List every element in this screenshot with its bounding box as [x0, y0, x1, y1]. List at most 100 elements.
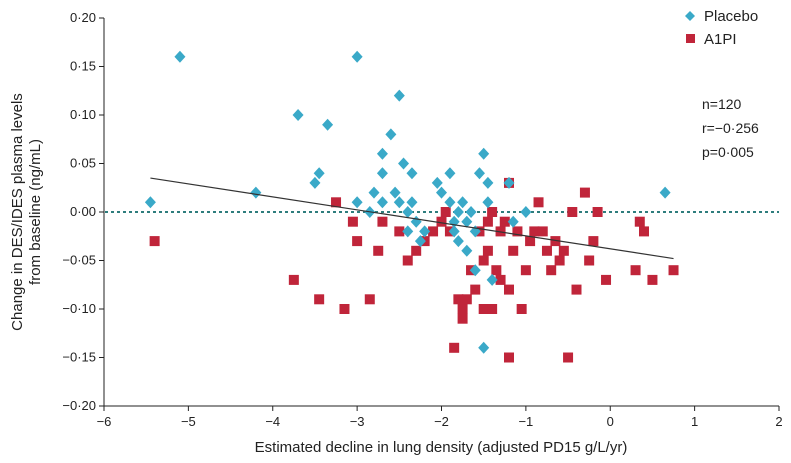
- placebo-point: [659, 186, 671, 199]
- a1pi-point: [491, 265, 502, 276]
- placebo-point: [393, 196, 405, 209]
- a1pi-point: [634, 216, 645, 227]
- legend-placebo-label: Placebo: [704, 8, 758, 25]
- placebo-point: [507, 215, 519, 228]
- x-axis-title: Estimated decline in lung density (adjus…: [255, 439, 628, 456]
- a1pi-point: [487, 207, 498, 217]
- placebo-point: [503, 176, 515, 189]
- stat-p: p=0·005: [702, 144, 754, 160]
- a1pi-point: [495, 274, 506, 285]
- a1pi-point: [364, 294, 375, 305]
- placebo-point: [376, 147, 388, 160]
- a1pi-point: [554, 255, 565, 266]
- axes: 0·20 0·15 0·10 0·05 0·00 −0·05 −0·10 −0·15 −0·20…: [62, 10, 782, 429]
- a1pi-point: [461, 294, 472, 305]
- a1pi-point: [402, 255, 413, 266]
- placebo-point: [406, 167, 418, 180]
- placebo-point: [482, 176, 494, 189]
- a1pi-point: [508, 245, 519, 256]
- a1pi-point: [436, 216, 447, 227]
- placebo-point: [402, 225, 414, 238]
- a1pi-point: [457, 304, 468, 314]
- placebo-point: [444, 167, 456, 180]
- placebo-point: [313, 167, 325, 180]
- y-tick-label: 0·15: [70, 59, 96, 74]
- a1pi-point: [457, 313, 468, 324]
- x-tick-label: −3: [350, 414, 365, 429]
- a1pi-point: [520, 265, 531, 276]
- stat-n: n=120: [702, 96, 742, 112]
- placebo-point: [376, 167, 388, 180]
- x-tick-label: 1: [691, 414, 698, 429]
- a1pi-point: [487, 304, 498, 314]
- x-tick-label: −5: [181, 414, 196, 429]
- y-tick-label: 0·00: [70, 204, 96, 219]
- placebo-point: [448, 225, 460, 238]
- a1pi-point: [482, 245, 493, 256]
- a1pi-point: [411, 245, 422, 256]
- a1pi-point: [453, 294, 464, 305]
- a1pi-point: [314, 294, 325, 305]
- placebo-point: [478, 147, 490, 160]
- placebo-point: [452, 206, 464, 218]
- placebo-point: [309, 176, 321, 189]
- y-axis-title-line1: Change in DES/IDES plasma levels: [9, 93, 26, 331]
- placebo-point: [144, 196, 156, 209]
- x-axis-ticks: −6 −5 −4 −3 −2 −1 0 1 2: [97, 406, 783, 429]
- y-tick-label: 0·05: [70, 156, 96, 171]
- placebo-point: [410, 215, 422, 228]
- a1pi-point: [377, 216, 388, 227]
- a1pi-point: [567, 207, 578, 217]
- a1pi-point: [149, 236, 160, 247]
- y-tick-label: −0·20: [62, 398, 96, 413]
- placebo-point: [398, 157, 410, 170]
- a1pi-point: [550, 236, 561, 247]
- a1pi-point: [601, 274, 612, 285]
- a1pi-point: [288, 274, 299, 285]
- a1pi-point: [592, 207, 603, 217]
- a1pi-point: [373, 245, 384, 256]
- placebo-point: [436, 186, 447, 199]
- placebo-point: [473, 167, 485, 180]
- y-axis-title-line2: from baseline (ng/mL): [27, 139, 44, 285]
- a1pi-point: [588, 236, 599, 247]
- a1pi-point: [504, 284, 514, 295]
- placebo-point: [482, 196, 494, 209]
- placebo-point: [452, 235, 464, 248]
- placebo-point: [385, 128, 397, 141]
- legend-a1pi-marker: [686, 34, 695, 43]
- y-axis-ticks: 0·20 0·15 0·10 0·05 0·00 −0·05 −0·10 −0·15 −0·20: [62, 10, 104, 413]
- a1pi-point: [504, 352, 514, 363]
- placebo-point: [419, 225, 431, 238]
- placebo-point: [376, 196, 388, 209]
- a1pi-point: [558, 245, 569, 256]
- placebo-point: [414, 235, 426, 248]
- y-tick-label: −0·15: [62, 350, 96, 365]
- a1pi-point: [440, 207, 451, 217]
- placebo-point: [465, 206, 477, 218]
- data-points: [144, 50, 679, 363]
- placebo-point: [250, 186, 262, 199]
- a1pi-point: [339, 304, 350, 314]
- placebo-point: [461, 244, 473, 257]
- placebo-point: [469, 264, 481, 277]
- a1pi-point: [331, 197, 342, 208]
- placebo-point: [351, 50, 363, 63]
- a1pi-point: [541, 245, 552, 256]
- a1pi-point: [525, 236, 536, 247]
- placebo-point: [457, 196, 469, 209]
- a1pi-point: [516, 304, 527, 314]
- placebo-point: [478, 341, 490, 354]
- y-tick-label: −0·05: [62, 253, 96, 268]
- stat-r: r=−0·256: [702, 120, 759, 136]
- a1pi-point: [571, 284, 582, 295]
- placebo-point: [393, 89, 405, 102]
- x-tick-label: −1: [518, 414, 533, 429]
- placebo-point: [174, 50, 186, 63]
- placebo-point: [406, 196, 418, 209]
- a1pi-point: [647, 274, 658, 285]
- a1pi-point: [668, 265, 679, 276]
- a1pi-point: [563, 352, 574, 363]
- a1pi-point: [478, 255, 489, 266]
